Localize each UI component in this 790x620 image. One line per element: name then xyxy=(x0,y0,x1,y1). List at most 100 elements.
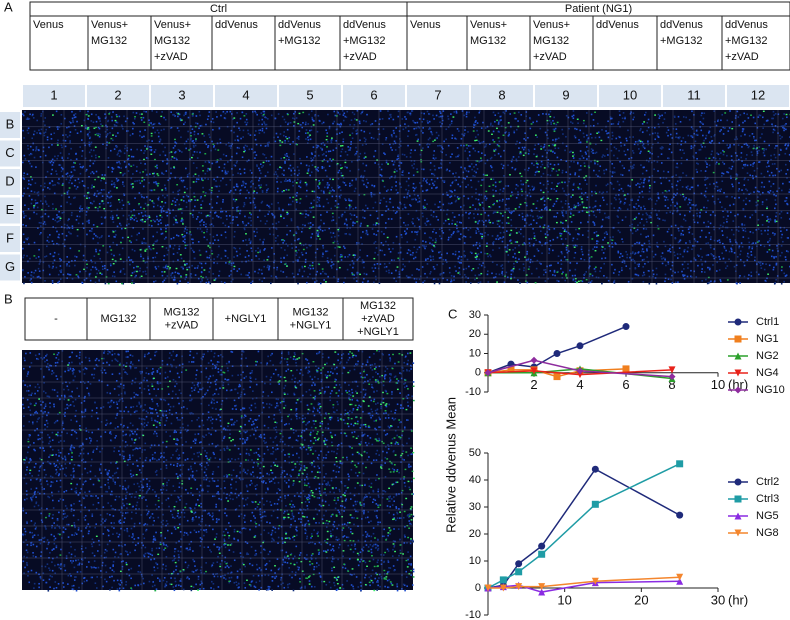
cell xyxy=(307,123,309,125)
cell xyxy=(296,195,298,197)
cell xyxy=(210,121,212,123)
cell xyxy=(152,236,154,238)
cell xyxy=(613,155,615,157)
cell xyxy=(119,155,121,157)
cell xyxy=(177,191,179,193)
cell xyxy=(213,258,215,260)
cell xyxy=(139,172,141,174)
cell xyxy=(186,232,188,234)
cell xyxy=(611,163,613,165)
cell xyxy=(186,202,188,204)
cell xyxy=(707,200,709,202)
cell xyxy=(467,157,469,159)
cell xyxy=(311,129,313,131)
cell xyxy=(468,171,470,173)
cell xyxy=(305,213,307,215)
cell xyxy=(244,172,246,174)
cell xyxy=(275,171,277,173)
cell xyxy=(468,266,470,268)
cell xyxy=(66,173,68,175)
cell xyxy=(452,173,454,175)
cell xyxy=(740,250,742,252)
cell xyxy=(468,217,470,219)
cell xyxy=(738,226,740,228)
cell xyxy=(426,203,428,205)
cell xyxy=(700,259,702,261)
cell xyxy=(225,262,227,264)
cell xyxy=(305,122,307,124)
cell xyxy=(632,136,634,138)
cell xyxy=(725,267,727,269)
cell xyxy=(146,174,148,176)
cell xyxy=(254,134,256,136)
cell xyxy=(388,248,390,250)
cell xyxy=(197,133,199,135)
cell xyxy=(45,224,47,226)
cell xyxy=(250,242,252,244)
cell xyxy=(214,239,216,241)
cell xyxy=(767,191,769,193)
cell xyxy=(184,239,186,241)
cell xyxy=(583,136,585,138)
cell xyxy=(705,161,707,163)
condition: Venus xyxy=(410,19,441,31)
cell xyxy=(157,130,159,132)
cell xyxy=(666,212,668,214)
cell xyxy=(179,150,181,152)
cell xyxy=(524,169,526,171)
cell xyxy=(642,141,644,143)
cell xyxy=(743,113,745,115)
cell xyxy=(268,267,270,269)
cell xyxy=(200,228,202,230)
cell xyxy=(419,201,421,203)
cell xyxy=(629,268,631,270)
cell xyxy=(782,241,784,243)
cell xyxy=(404,116,406,118)
cell xyxy=(86,195,88,197)
cell xyxy=(91,142,93,144)
cell xyxy=(271,247,273,249)
cell xyxy=(225,144,227,146)
cell xyxy=(613,188,615,190)
cell xyxy=(250,240,252,242)
cell xyxy=(723,154,725,156)
cell xyxy=(663,171,665,173)
cell xyxy=(675,238,677,240)
cell xyxy=(783,113,785,115)
cell xyxy=(115,281,117,283)
cell xyxy=(335,115,337,117)
cell xyxy=(758,219,760,221)
cell xyxy=(781,245,783,247)
cell xyxy=(366,179,368,181)
cell xyxy=(239,193,241,195)
cell xyxy=(772,191,774,193)
cell xyxy=(565,200,567,202)
cell xyxy=(266,184,268,186)
cell xyxy=(767,241,769,243)
cell xyxy=(251,172,253,174)
cell xyxy=(212,218,214,220)
cell xyxy=(687,263,689,265)
cell xyxy=(142,215,144,217)
cell xyxy=(249,149,251,151)
cell xyxy=(529,242,531,244)
cell xyxy=(179,189,181,191)
cell xyxy=(339,170,341,172)
cell xyxy=(40,222,42,224)
cell xyxy=(209,242,211,244)
cell xyxy=(620,201,622,203)
cell xyxy=(139,192,141,194)
cell xyxy=(132,272,134,274)
cell xyxy=(74,170,76,172)
cell xyxy=(474,170,476,172)
cell xyxy=(237,139,239,141)
cell xyxy=(642,173,644,175)
cell xyxy=(761,186,763,188)
cell xyxy=(49,274,51,276)
cell xyxy=(196,115,198,117)
cell xyxy=(424,273,426,275)
cell xyxy=(710,223,712,225)
cell xyxy=(422,240,424,242)
cell xyxy=(277,235,279,237)
cell xyxy=(749,246,751,248)
